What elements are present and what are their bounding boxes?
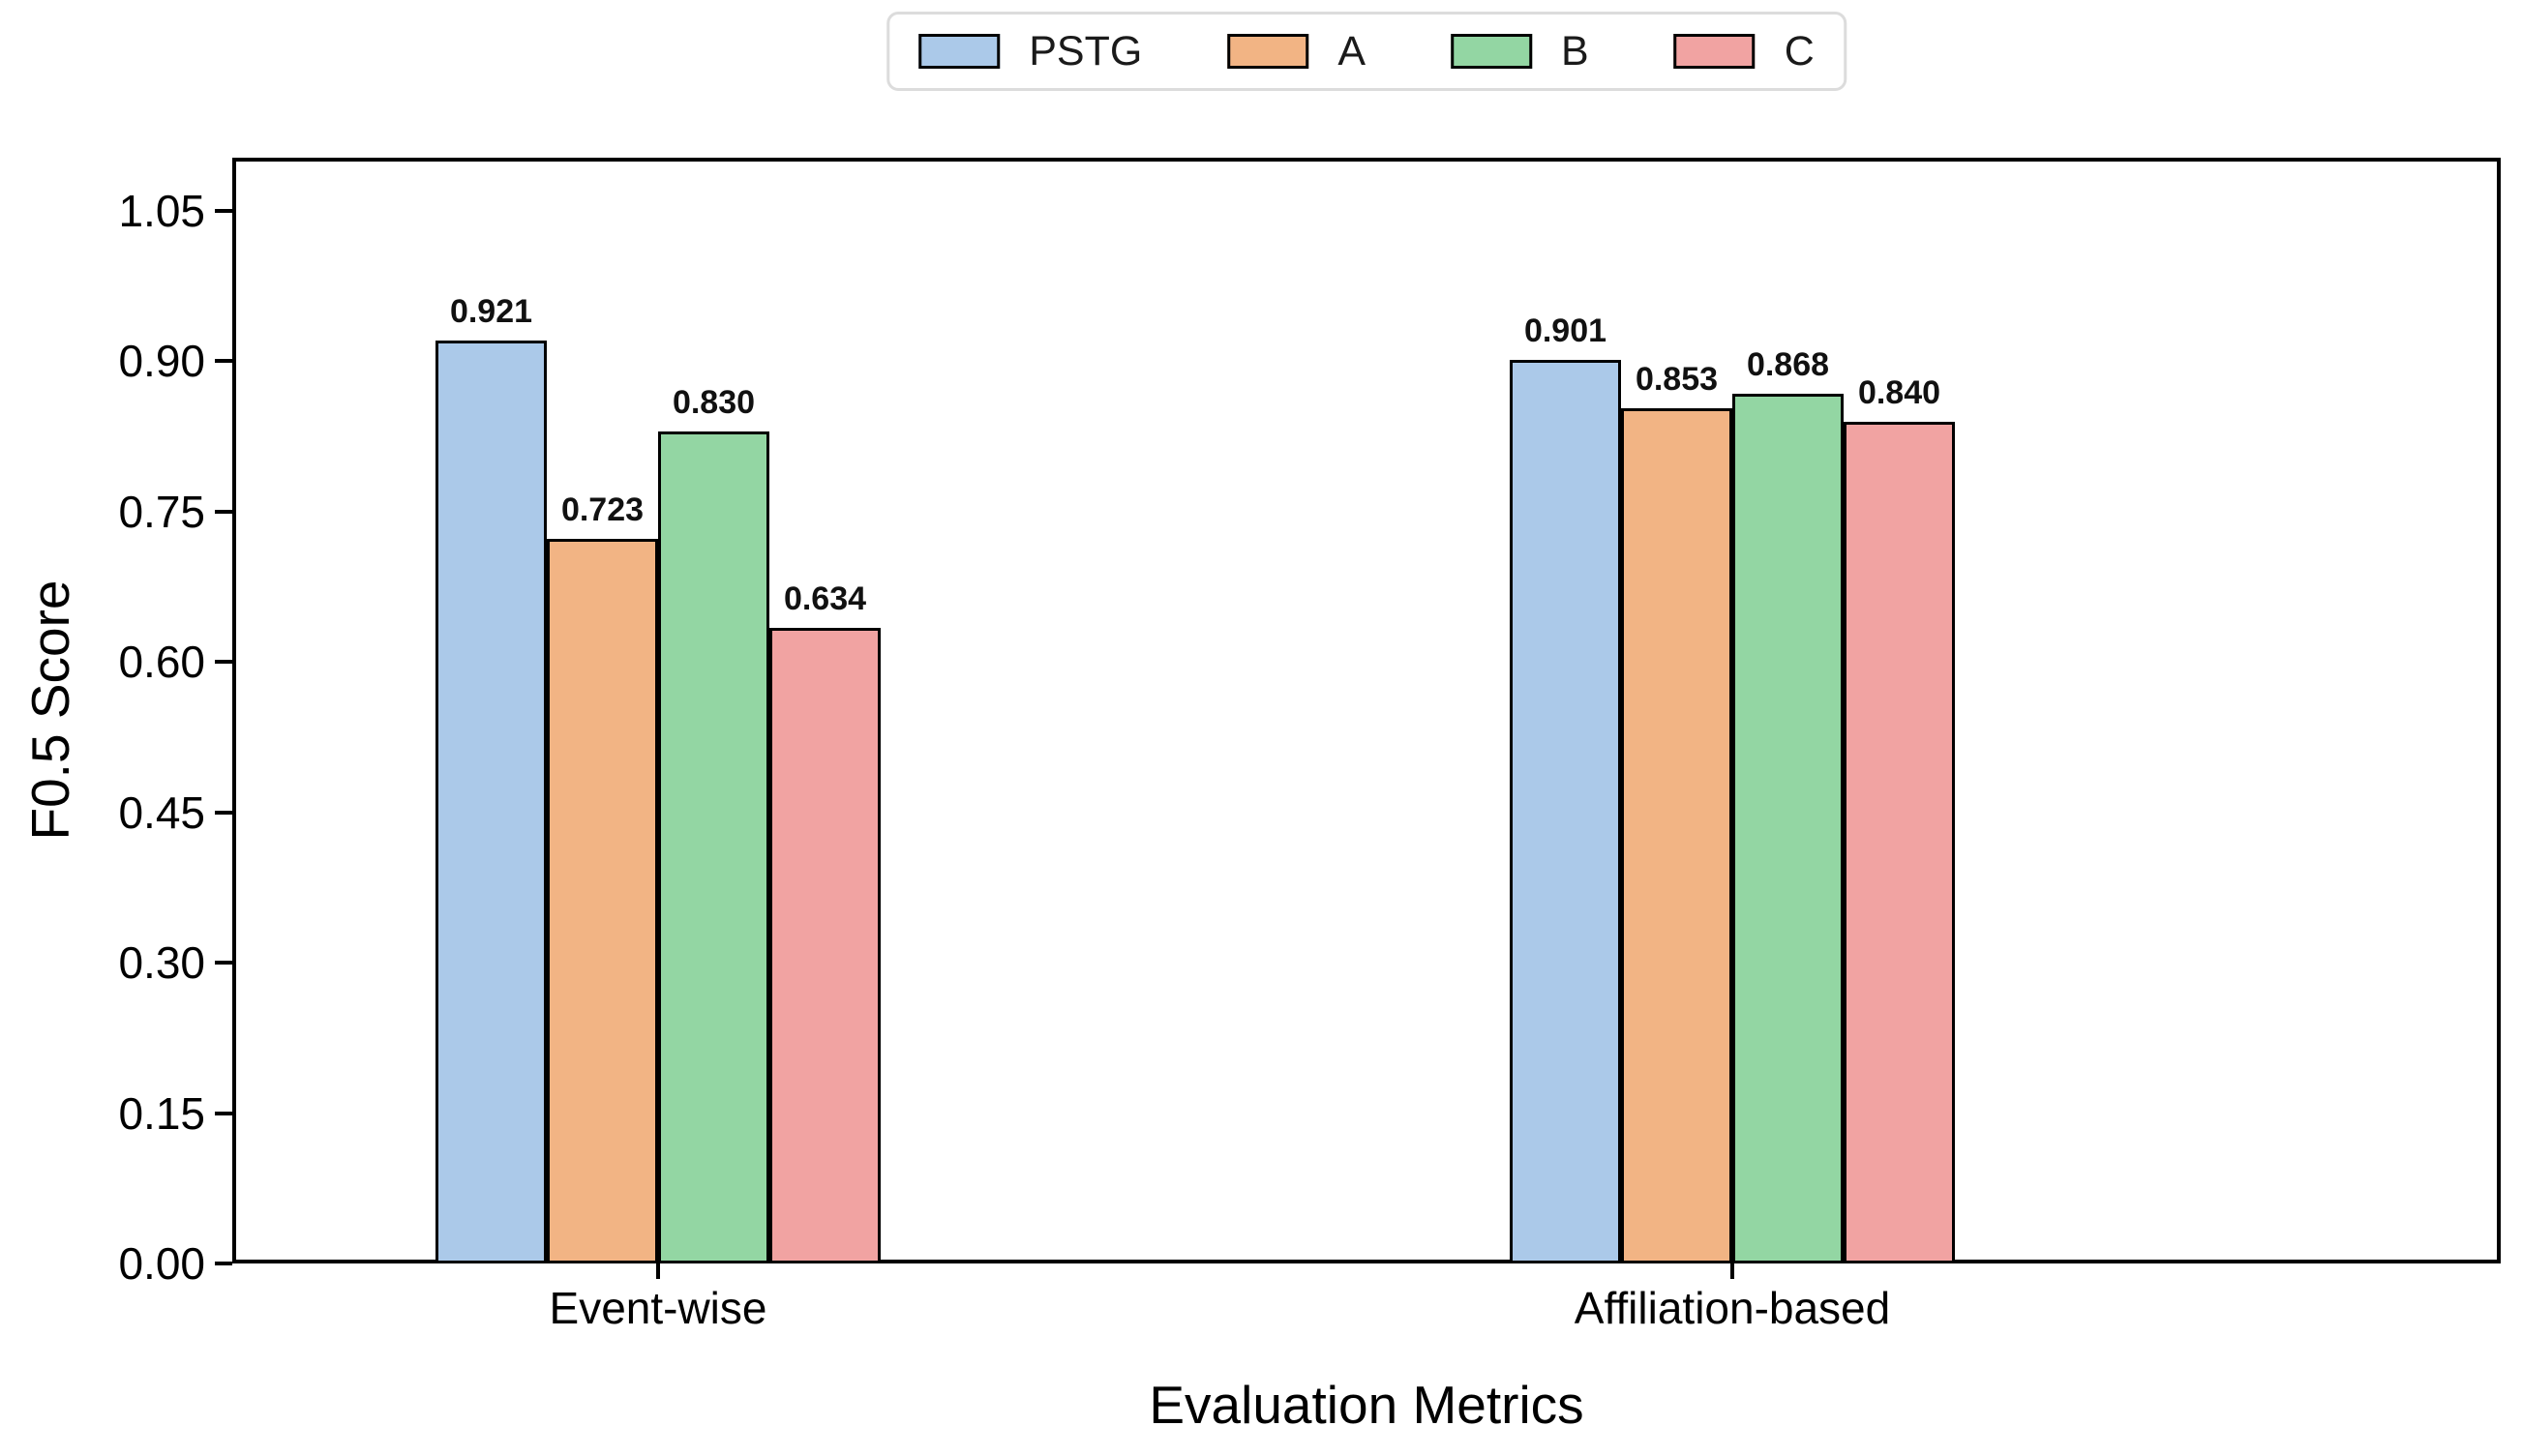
bar-pstg-affiliation-based bbox=[1510, 360, 1621, 1263]
x-tick-label: Event-wise bbox=[549, 1283, 767, 1333]
legend-swatch-icon bbox=[918, 34, 1001, 69]
bar-pstg-event-wise bbox=[435, 340, 547, 1263]
y-tick-mark bbox=[215, 810, 232, 815]
legend-item-a: A bbox=[1227, 29, 1366, 74]
y-tick-mark bbox=[215, 660, 232, 665]
bar-value-label: 0.723 bbox=[560, 490, 645, 528]
bar-a-event-wise bbox=[547, 538, 658, 1263]
legend-label: A bbox=[1337, 28, 1366, 74]
bar-value-label: 0.634 bbox=[783, 580, 867, 617]
y-tick-mark bbox=[215, 1111, 232, 1115]
y-tick-label: 0.00 bbox=[118, 1238, 205, 1289]
bar-b-event-wise bbox=[658, 431, 769, 1263]
bar-c-event-wise bbox=[769, 628, 881, 1263]
bar-value-label: 0.901 bbox=[1523, 312, 1607, 350]
bar-value-label: 0.853 bbox=[1635, 361, 1719, 399]
y-tick-mark bbox=[215, 1262, 232, 1265]
y-tick-mark bbox=[215, 961, 232, 966]
y-tick-label: 0.90 bbox=[118, 336, 205, 387]
legend-label: PSTG bbox=[1029, 28, 1143, 74]
y-tick-label: 0.75 bbox=[118, 486, 205, 537]
x-tick-mark bbox=[656, 1263, 660, 1279]
y-tick-mark bbox=[215, 208, 232, 213]
y-tick-label: 0.30 bbox=[118, 937, 205, 989]
legend-swatch-icon bbox=[1451, 34, 1533, 69]
bar-a-affiliation-based bbox=[1621, 408, 1732, 1263]
bar-b-affiliation-based bbox=[1732, 393, 1844, 1263]
y-tick-label: 1.05 bbox=[118, 185, 205, 236]
y-tick-label: 0.15 bbox=[118, 1087, 205, 1139]
legend-label: B bbox=[1561, 28, 1589, 74]
x-tick-mark bbox=[1730, 1263, 1734, 1279]
legend-item-b: B bbox=[1451, 29, 1589, 74]
bar-value-label: 0.840 bbox=[1857, 373, 1941, 411]
y-tick-label: 0.60 bbox=[118, 637, 205, 688]
legend-swatch-icon bbox=[1673, 34, 1756, 69]
y-tick-mark bbox=[215, 359, 232, 364]
bar-c-affiliation-based bbox=[1844, 421, 1955, 1263]
bar-value-label: 0.868 bbox=[1746, 345, 1830, 383]
x-tick-label: Affiliation-based bbox=[1574, 1283, 1891, 1333]
legend-item-c: C bbox=[1673, 28, 1815, 74]
legend-item-pstg: PSTG bbox=[918, 29, 1142, 74]
legend-label: C bbox=[1784, 28, 1815, 74]
y-tick-label: 0.45 bbox=[118, 787, 205, 838]
bar-value-label: 0.830 bbox=[672, 383, 756, 421]
legend: PSTG A B C bbox=[886, 12, 1846, 91]
y-tick-mark bbox=[215, 509, 232, 514]
bar-value-label: 0.921 bbox=[449, 292, 533, 330]
x-axis-label: Evaluation Metrics bbox=[1149, 1375, 1584, 1435]
legend-swatch-icon bbox=[1227, 34, 1309, 69]
